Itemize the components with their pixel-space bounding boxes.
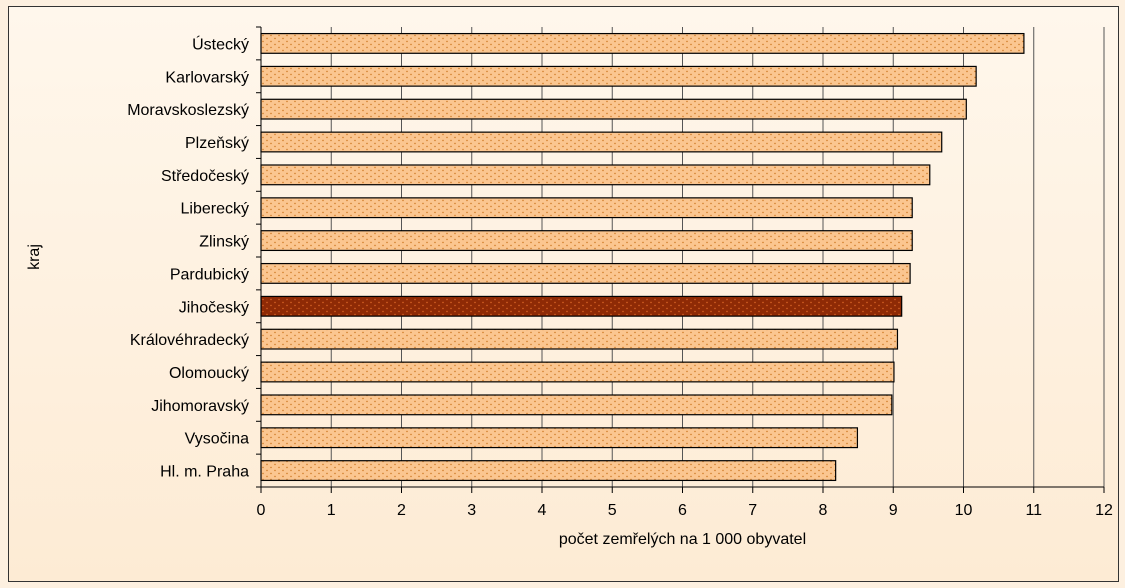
x-axis-title: počet zemřelých na 1 000 obyvatel (559, 531, 806, 548)
bar (261, 264, 910, 284)
bar (261, 99, 966, 119)
chart-frame: Ústecký Karlovarský Moravskoslezský Plzeňsk… (8, 6, 1119, 582)
bar (261, 428, 857, 448)
x-tick-label: 8 (819, 502, 828, 519)
x-tick-label: 2 (397, 502, 406, 519)
category-label: Liberecký (181, 201, 249, 218)
bar (261, 461, 836, 481)
bar (261, 198, 912, 218)
x-tick-labels: 0 1 2 3 4 5 6 7 8 9 10 11 12 (257, 502, 1113, 519)
y-axis-title: kraj (26, 244, 43, 270)
category-label: Ústecký (192, 34, 249, 53)
category-label: Středočeský (161, 168, 249, 185)
axes (256, 27, 1104, 493)
category-label: Vysočina (185, 431, 249, 448)
category-label: Královéhradecký (130, 332, 249, 349)
x-tick-label: 1 (327, 502, 336, 519)
bar (261, 34, 1024, 54)
category-label: Jihočeský (179, 299, 249, 316)
bar (261, 395, 892, 415)
bar (261, 231, 912, 251)
bar (261, 165, 930, 185)
category-label: Hl. m. Praha (160, 464, 249, 481)
category-label: Pardubický (170, 266, 249, 283)
category-labels: Ústecký Karlovarský Moravskoslezský Plzeňsk… (127, 34, 249, 480)
category-label: Moravskoslezský (127, 102, 249, 119)
grid-lines (331, 27, 1104, 487)
category-label: Karlovarský (165, 69, 249, 86)
x-tick-label: 7 (748, 502, 757, 519)
bar (261, 329, 897, 349)
x-tick-label: 11 (1025, 502, 1042, 519)
bar (261, 296, 902, 316)
x-tick-label: 3 (467, 502, 476, 519)
x-tick-label: 6 (678, 502, 687, 519)
x-tick-label: 5 (608, 502, 617, 519)
category-label: Olomoucký (169, 365, 249, 382)
category-label: Plzeňský (185, 135, 249, 152)
x-tick-label: 0 (257, 502, 266, 519)
bars (261, 34, 1024, 481)
category-label: Zlinský (199, 234, 249, 251)
bar-chart: Ústecký Karlovarský Moravskoslezský Plzeňsk… (9, 7, 1118, 581)
x-tick-label: 10 (955, 502, 973, 519)
x-tick-label: 9 (889, 502, 898, 519)
x-tick-label: 12 (1095, 502, 1113, 519)
bar (261, 362, 894, 382)
category-label: Jihomoravský (151, 398, 249, 415)
bar (261, 66, 976, 86)
x-tick-label: 4 (538, 502, 547, 519)
bar (261, 132, 942, 152)
